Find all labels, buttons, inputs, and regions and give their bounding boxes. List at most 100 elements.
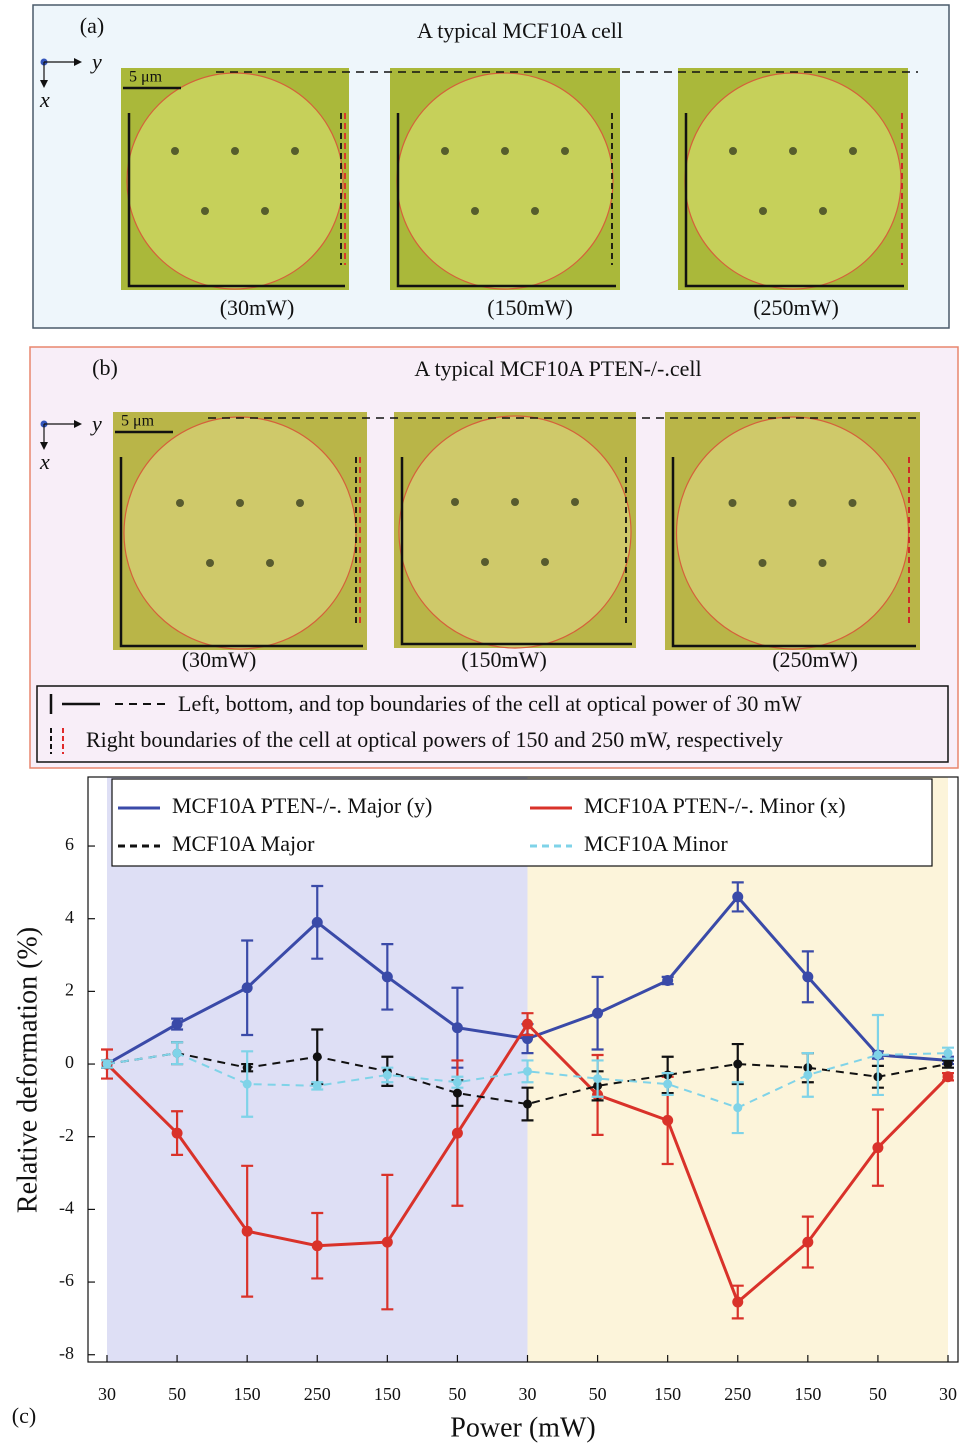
- data-point: [593, 1074, 602, 1083]
- data-point: [944, 1049, 953, 1058]
- data-point: [452, 1128, 463, 1139]
- data-point: [592, 1008, 603, 1019]
- x-tick-label: 150: [374, 1384, 401, 1404]
- x-tick-label: 30: [98, 1384, 116, 1404]
- scale-bar-label: 5 μm: [121, 413, 155, 430]
- data-point: [313, 1081, 322, 1090]
- legend-label: MCF10A PTEN-/-. Minor (x): [584, 793, 846, 818]
- power-label: (30mW): [182, 647, 257, 672]
- data-point: [803, 1070, 812, 1079]
- y-tick-label: 4: [65, 907, 74, 927]
- cell-granule: [171, 147, 179, 155]
- cell-body: [127, 73, 343, 289]
- data-point: [944, 1060, 953, 1069]
- panel-label: (c): [12, 1403, 36, 1428]
- data-point: [383, 1070, 392, 1079]
- cell-body: [397, 73, 613, 289]
- data-point: [523, 1067, 532, 1076]
- power-label: (250mW): [753, 295, 839, 320]
- cell-granule: [531, 207, 539, 215]
- x-tick-label: 30: [519, 1384, 537, 1404]
- data-point: [453, 1089, 462, 1098]
- axis-direction: y: [90, 49, 102, 74]
- axis-direction: y: [90, 411, 102, 436]
- data-point: [733, 1103, 742, 1112]
- data-point: [103, 1060, 112, 1069]
- data-point: [662, 1115, 673, 1126]
- cell-granule: [759, 559, 767, 567]
- x-tick-label: 250: [724, 1384, 751, 1404]
- data-point: [452, 1022, 463, 1033]
- power-label: (150mW): [461, 647, 547, 672]
- x-tick-label: 150: [654, 1384, 681, 1404]
- cell-granule: [176, 499, 184, 507]
- cell-granule: [511, 498, 519, 506]
- data-point: [242, 1226, 253, 1237]
- figure: (30mW) (150mW) (250mW) 5 μm (a) A typical MCF…: [0, 0, 961, 1449]
- cell-body: [677, 417, 909, 649]
- data-point: [943, 1071, 954, 1082]
- cell-granule: [501, 147, 509, 155]
- data-point: [172, 1019, 183, 1030]
- data-point: [382, 971, 393, 982]
- y-axis-title: Relative deformation (%): [12, 927, 43, 1213]
- data-point: [732, 891, 743, 902]
- data-point: [312, 917, 323, 928]
- x-tick-label: 150: [234, 1384, 261, 1404]
- power-label: (150mW): [487, 295, 573, 320]
- y-tick-label: -6: [59, 1270, 74, 1290]
- cell-granule: [789, 147, 797, 155]
- panel-title: A typical MCF10A PTEN-/-.cell: [414, 356, 701, 381]
- y-tick-label: -4: [59, 1198, 74, 1218]
- axis-direction: x: [39, 87, 50, 112]
- cell-granule: [541, 558, 549, 566]
- legend-label: MCF10A PTEN-/-. Major (y): [172, 793, 432, 818]
- data-point: [313, 1052, 322, 1061]
- cell-body: [685, 73, 901, 289]
- data-point: [382, 1237, 393, 1248]
- data-point: [662, 975, 673, 986]
- data-point: [523, 1100, 532, 1109]
- y-tick-label: 0: [65, 1052, 74, 1072]
- x-tick-label: 50: [589, 1384, 607, 1404]
- axis-direction: x: [39, 449, 50, 474]
- legend-text: Right boundaries of the cell at optical …: [86, 727, 783, 752]
- x-tick-label: 50: [168, 1384, 186, 1404]
- cell-granule: [729, 147, 737, 155]
- panel-label: (a): [80, 13, 104, 38]
- data-point: [242, 982, 253, 993]
- y-tick-label: -2: [59, 1125, 74, 1145]
- x-tick-label: 50: [869, 1384, 887, 1404]
- cell-granule: [819, 559, 827, 567]
- cell-granule: [261, 207, 269, 215]
- x-tick-label: 150: [794, 1384, 821, 1404]
- cell-granule: [291, 147, 299, 155]
- cell-granule: [849, 499, 857, 507]
- cell-granule: [206, 559, 214, 567]
- data-point: [802, 1237, 813, 1248]
- scale-bar-label: 5 μm: [129, 69, 163, 86]
- legend-label: MCF10A Minor: [584, 831, 728, 856]
- x-tick-label: 30: [939, 1384, 957, 1404]
- cell-granule: [266, 559, 274, 567]
- data-point: [802, 971, 813, 982]
- power-label: (30mW): [220, 295, 295, 320]
- panel-label: (b): [92, 355, 118, 380]
- data-point: [243, 1080, 252, 1089]
- power-label: (250mW): [772, 647, 858, 672]
- data-point: [522, 1019, 533, 1030]
- cell-granule: [201, 207, 209, 215]
- y-tick-label: 2: [65, 980, 74, 1000]
- cell-granule: [481, 558, 489, 566]
- x-tick-label: 250: [304, 1384, 331, 1404]
- cell-granule: [231, 147, 239, 155]
- data-point: [173, 1049, 182, 1058]
- data-point: [732, 1297, 743, 1308]
- cell-granule: [729, 499, 737, 507]
- cell-granule: [441, 147, 449, 155]
- x-tick-label: 50: [448, 1384, 466, 1404]
- cell-granule: [236, 499, 244, 507]
- cell-granule: [571, 498, 579, 506]
- data-point: [663, 1080, 672, 1089]
- data-point: [873, 1050, 882, 1059]
